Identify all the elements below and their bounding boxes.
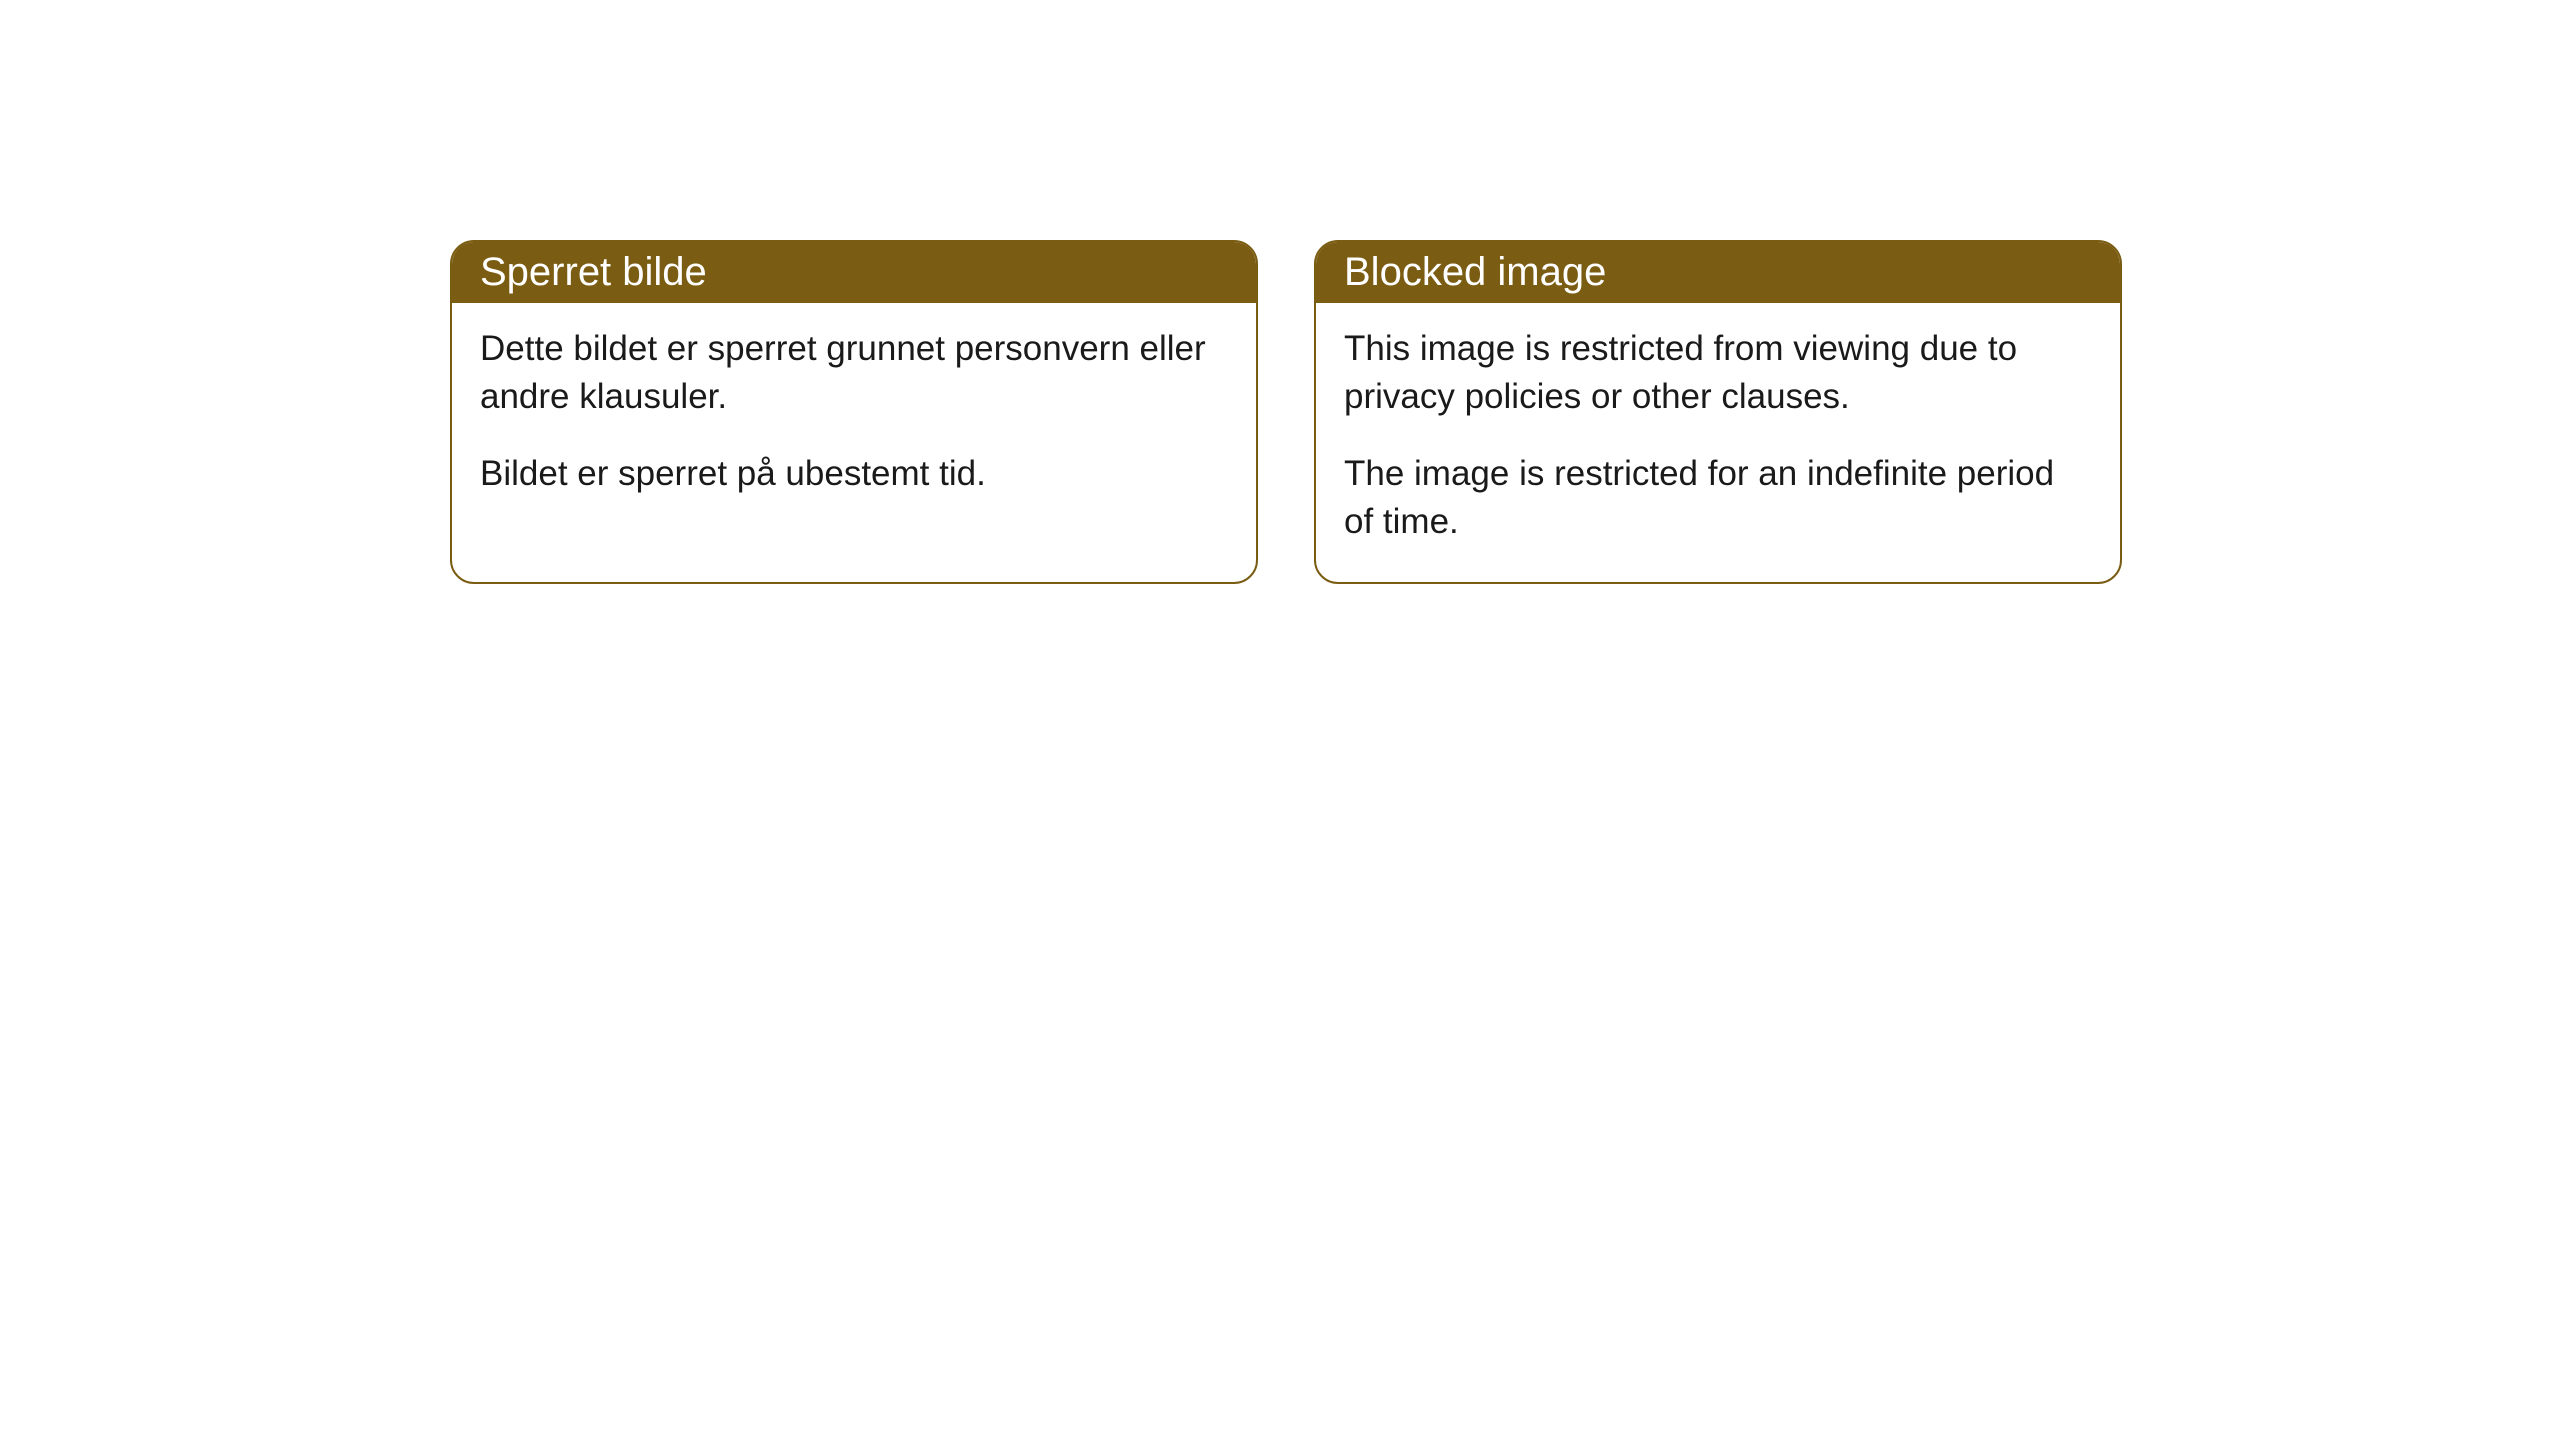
card-body-norwegian: Dette bildet er sperret grunnet personve…	[452, 303, 1256, 534]
notice-paragraph: This image is restricted from viewing du…	[1344, 325, 2092, 422]
card-header-norwegian: Sperret bilde	[452, 242, 1256, 303]
notice-container: Sperret bilde Dette bildet er sperret gr…	[450, 240, 2122, 584]
card-header-english: Blocked image	[1316, 242, 2120, 303]
notice-paragraph: The image is restricted for an indefinit…	[1344, 450, 2092, 547]
card-title: Sperret bilde	[480, 250, 707, 294]
blocked-image-card-english: Blocked image This image is restricted f…	[1314, 240, 2122, 584]
notice-paragraph: Dette bildet er sperret grunnet personve…	[480, 325, 1228, 422]
card-body-english: This image is restricted from viewing du…	[1316, 303, 2120, 582]
card-title: Blocked image	[1344, 250, 1606, 294]
notice-paragraph: Bildet er sperret på ubestemt tid.	[480, 450, 1228, 498]
blocked-image-card-norwegian: Sperret bilde Dette bildet er sperret gr…	[450, 240, 1258, 584]
